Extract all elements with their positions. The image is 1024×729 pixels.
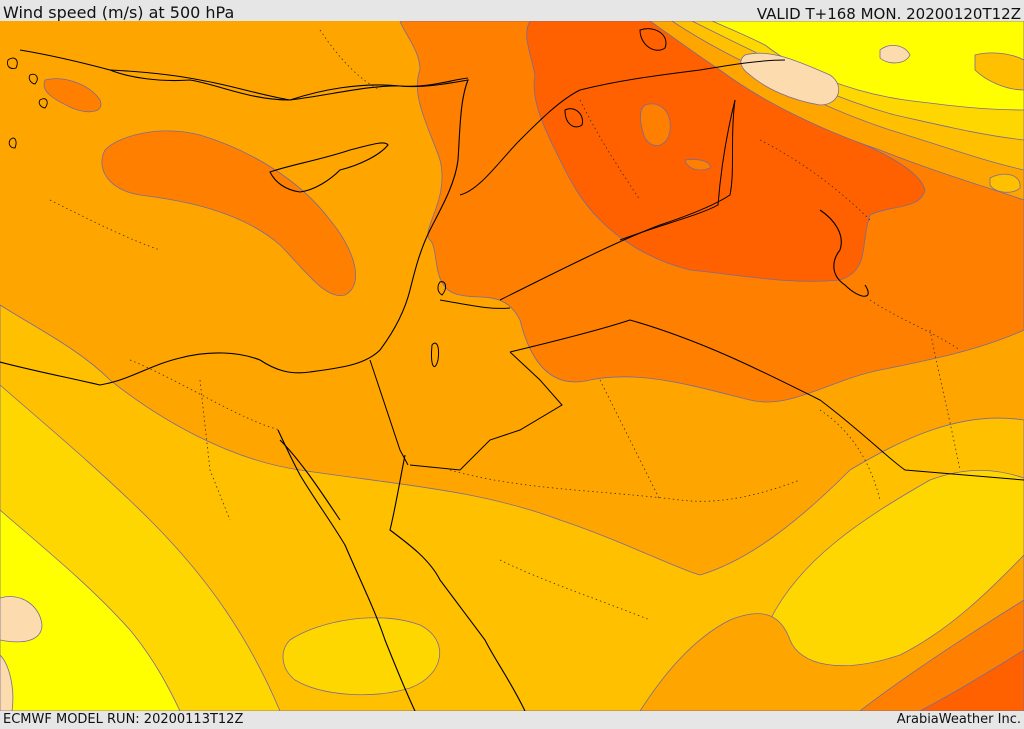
map-title: Wind speed (m/s) at 500 hPa xyxy=(3,3,235,22)
amber-patch-ne xyxy=(974,52,1024,91)
coastline-red-sea-east xyxy=(389,454,526,711)
cyprus-island xyxy=(269,142,389,193)
border-jordan-iraq xyxy=(409,351,563,471)
gulf-of-suez xyxy=(279,439,341,521)
model-run: ECMWF MODEL RUN: 20200113T12Z xyxy=(3,712,244,727)
jet-band-4 xyxy=(711,21,1024,111)
lake-urmia xyxy=(639,28,667,51)
amber-band xyxy=(0,304,1024,711)
coastline-mediterranean xyxy=(0,49,469,386)
weather-map xyxy=(0,21,1024,711)
peach-patch-sw2 xyxy=(0,654,14,711)
yellow-patch-south xyxy=(282,617,441,696)
peach-patch-sw xyxy=(0,596,43,643)
orange-patch-nw xyxy=(43,78,102,113)
lake-van xyxy=(564,108,584,128)
coastline-red-sea-west xyxy=(277,429,416,711)
light-yellow-sw xyxy=(0,509,181,711)
peach-patch-ne xyxy=(740,52,840,106)
border-syria-jordan xyxy=(439,299,511,309)
orange-lobe-west xyxy=(101,130,356,296)
border-saudi-iraq xyxy=(509,319,1024,481)
amber-patch-e xyxy=(989,173,1021,193)
province-lines xyxy=(49,29,961,621)
peach-patch-ne2 xyxy=(879,45,911,64)
dead-sea xyxy=(431,342,439,368)
aegean-islands xyxy=(7,57,48,149)
credit: ArabiaWeather Inc. xyxy=(896,712,1021,727)
sea-of-galilee xyxy=(437,281,447,296)
orange-hole-2 xyxy=(684,159,711,171)
coastline-turkey-south xyxy=(109,69,469,101)
border-turkey-syria xyxy=(459,59,786,196)
border-syria-iraq xyxy=(499,99,736,301)
persian-gulf-coast xyxy=(819,209,869,297)
valid-time: VALID T+168 MON. 20200120T12Z xyxy=(756,5,1021,23)
border-iraq-iran xyxy=(619,99,736,241)
orange-hole xyxy=(640,103,671,146)
border-egypt-sudan xyxy=(369,359,409,466)
